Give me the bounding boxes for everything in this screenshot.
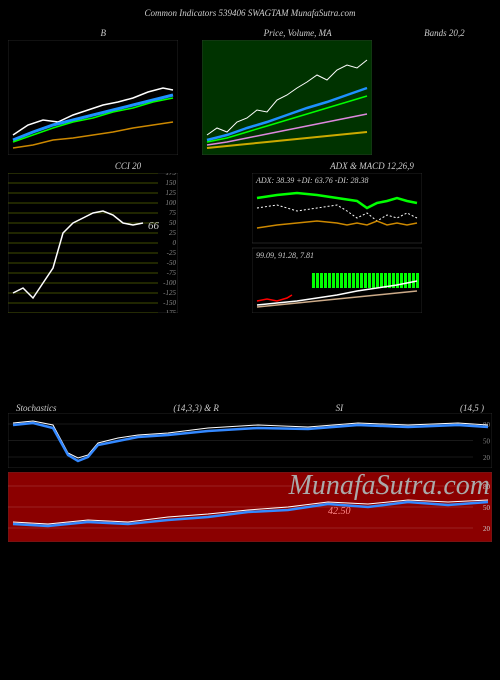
panel-price: Price, Volume, MA bbox=[202, 26, 392, 155]
svg-text:-25: -25 bbox=[167, 249, 177, 257]
svg-text:66: 66 bbox=[148, 220, 160, 232]
panel-price-title: Price, Volume, MA bbox=[202, 28, 392, 38]
svg-text:99.09, 91.28, 7.81: 99.09, 91.28, 7.81 bbox=[256, 251, 314, 260]
chart-cci: -175 -150 -125 -100 -75 -50 -25 0 25 50 75 100 125 15… bbox=[8, 173, 178, 313]
svg-text:20: 20 bbox=[483, 525, 491, 533]
stoch-title-row: Stochastics (14,3,3) & R SI (14,5 ) bbox=[8, 403, 492, 413]
stoch-label-mid: (14,3,3) & R bbox=[173, 403, 219, 413]
chart-stoch2: 20 50 80 42.50 bbox=[8, 472, 492, 542]
chart-price bbox=[202, 40, 372, 155]
chart-b bbox=[8, 40, 178, 155]
svg-text:-75: -75 bbox=[167, 269, 177, 277]
svg-text:20: 20 bbox=[483, 454, 491, 462]
stoch-label-right: (14,5 ) bbox=[460, 403, 484, 413]
svg-text:-150: -150 bbox=[163, 299, 176, 307]
panel-b: B bbox=[8, 26, 198, 155]
svg-text:75: 75 bbox=[169, 209, 177, 217]
mid-row: CCI 20 -175 -150 -125 -100 -75 -50 -25 0 25 50 75 1… bbox=[0, 159, 500, 313]
panel-bands-title: Bands 20,2 bbox=[397, 28, 492, 38]
svg-text:ADX: 38.39 +DI: 63.76 -DI: 28: ADX: 38.39 +DI: 63.76 -DI: 28.38 bbox=[255, 176, 369, 185]
panel-cci: CCI 20 -175 -150 -125 -100 -75 -50 -25 0 25 50 75 1… bbox=[8, 159, 248, 313]
page-header: Common Indicators 539406 SWAGTAM MunafaS… bbox=[0, 0, 500, 26]
svg-text:-125: -125 bbox=[163, 289, 176, 297]
svg-text:50: 50 bbox=[483, 504, 491, 512]
bottom-row: Stochastics (14,3,3) & R SI (14,5 ) 20 50… bbox=[0, 403, 500, 542]
stoch-label-mid2: SI bbox=[336, 403, 344, 413]
svg-text:-175: -175 bbox=[163, 309, 176, 313]
svg-text:150: 150 bbox=[166, 179, 177, 187]
svg-text:80: 80 bbox=[483, 483, 491, 491]
svg-text:-50: -50 bbox=[167, 259, 177, 267]
top-row: B Price, Volume, MA Bands 20,2 bbox=[0, 26, 500, 155]
chart-adx: ADX: 38.39 +DI: 63.76 -DI: 28.38 99.09, 9… bbox=[252, 173, 422, 313]
panel-cci-title: CCI 20 bbox=[8, 161, 248, 171]
svg-text:50: 50 bbox=[169, 219, 177, 227]
panel-bands: Bands 20,2 bbox=[397, 26, 492, 155]
svg-text:42.50: 42.50 bbox=[328, 506, 351, 517]
svg-text:100: 100 bbox=[166, 199, 177, 207]
panel-adx-title: ADX & MACD 12,26,9 bbox=[252, 161, 492, 171]
svg-text:25: 25 bbox=[169, 229, 177, 237]
svg-text:175: 175 bbox=[166, 173, 177, 177]
stoch-label-left: Stochastics bbox=[16, 403, 57, 413]
svg-text:0: 0 bbox=[173, 239, 177, 247]
svg-text:125: 125 bbox=[166, 189, 177, 197]
panel-b-title: B bbox=[8, 28, 198, 38]
svg-text:50: 50 bbox=[483, 438, 491, 446]
chart-stoch1: 205080 bbox=[8, 413, 492, 468]
svg-text:-100: -100 bbox=[163, 279, 176, 287]
panel-adx: ADX & MACD 12,26,9 ADX: 38.39 +DI: 63.76… bbox=[252, 159, 492, 313]
